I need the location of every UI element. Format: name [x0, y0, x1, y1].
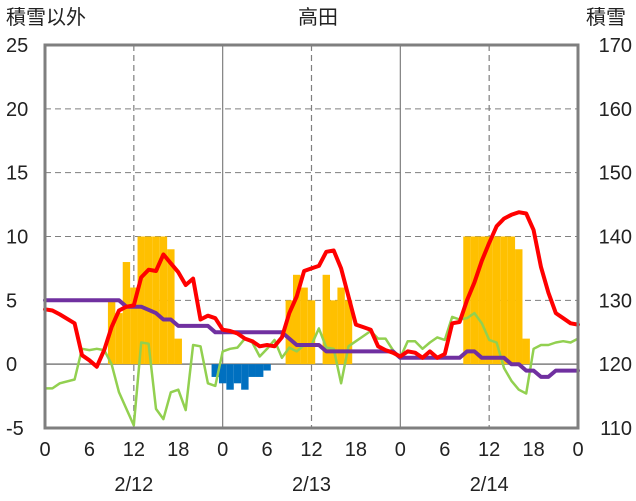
- snowfall-bar: [130, 287, 138, 365]
- x-tick-label: 0: [572, 439, 583, 461]
- rain-bar: [233, 364, 242, 384]
- right-tick-label: 160: [599, 99, 632, 121]
- left-tick-label: 5: [6, 290, 17, 312]
- series-line: [43, 298, 580, 379]
- snowfall-bar: [137, 236, 145, 365]
- bars: [107, 236, 530, 390]
- snowfall-bar: [515, 249, 523, 365]
- rain-bar: [226, 364, 234, 390]
- snowfall-bar: [152, 236, 160, 365]
- rain-bar: [241, 364, 249, 390]
- right-tick-label: 110: [600, 418, 632, 440]
- x-tick-label: 12: [123, 439, 145, 461]
- snowfall-bar: [492, 236, 501, 365]
- x-tick-label: 18: [522, 439, 544, 461]
- right-tick-label: 120: [599, 354, 632, 376]
- x-tick-label: 0: [39, 439, 50, 461]
- snowfall-bar: [330, 300, 338, 365]
- left-tick-label: 20: [6, 99, 28, 121]
- x-tick-label: 6: [439, 439, 450, 461]
- x-tick-label: 6: [84, 439, 95, 461]
- series-line: [43, 210, 580, 369]
- right-tick-label: 150: [599, 163, 632, 185]
- left-tick-label: 10: [6, 227, 28, 249]
- date-label: 2/13: [292, 474, 331, 496]
- x-tick-label: 12: [300, 439, 322, 461]
- snowfall-bar: [522, 338, 530, 365]
- x-tick-label: 18: [167, 439, 189, 461]
- rain-bar: [248, 364, 256, 377]
- snowfall-bar: [307, 300, 316, 365]
- snowfall-bar: [337, 287, 345, 365]
- rain-bar: [211, 364, 219, 377]
- left-tick-label: 25: [6, 35, 28, 57]
- snowfall-bar: [478, 236, 486, 365]
- x-tick-label: 0: [395, 439, 406, 461]
- lines: [43, 210, 580, 427]
- right-tick-label: 170: [599, 35, 632, 57]
- rain-bar: [263, 364, 271, 371]
- date-label: 2/14: [470, 474, 509, 496]
- snowfall-bar: [322, 274, 331, 365]
- snowfall-bar: [300, 287, 308, 365]
- left-axis-label: 積雪以外: [6, 5, 86, 29]
- snowfall-bar: [174, 338, 182, 365]
- snowfall-bar: [292, 274, 301, 365]
- right-tick-label: 140: [599, 227, 632, 249]
- snowfall-bar: [115, 313, 123, 365]
- x-tick-label: 18: [345, 439, 367, 461]
- plot-frame: [43, 43, 580, 430]
- date-label: 2/12: [114, 474, 153, 496]
- snowfall-bar: [344, 300, 353, 365]
- right-tick-label: 130: [599, 290, 632, 312]
- snowfall-bar: [500, 236, 508, 365]
- series-line: [43, 311, 580, 427]
- left-tick-label: 15: [6, 163, 28, 185]
- snowfall-bar: [470, 236, 479, 365]
- left-tick-label: 0: [6, 354, 17, 376]
- x-tick-label: 0: [217, 439, 228, 461]
- x-tick-label: 6: [262, 439, 273, 461]
- snowfall-bar: [485, 236, 493, 365]
- snowfall-bar: [507, 236, 516, 365]
- snowfall-bar: [167, 249, 175, 365]
- rain-bar: [255, 364, 264, 377]
- chart-title: 高田: [298, 5, 338, 29]
- snowfall-bar: [122, 262, 131, 365]
- x-tick-label: 12: [478, 439, 500, 461]
- rain-bar: [218, 364, 227, 384]
- snowfall-bar: [285, 300, 293, 365]
- snowfall-bar: [144, 236, 153, 365]
- right-axis-label: 積雪: [586, 5, 626, 29]
- left-tick-label: -5: [6, 418, 24, 440]
- snowfall-bar: [159, 236, 168, 365]
